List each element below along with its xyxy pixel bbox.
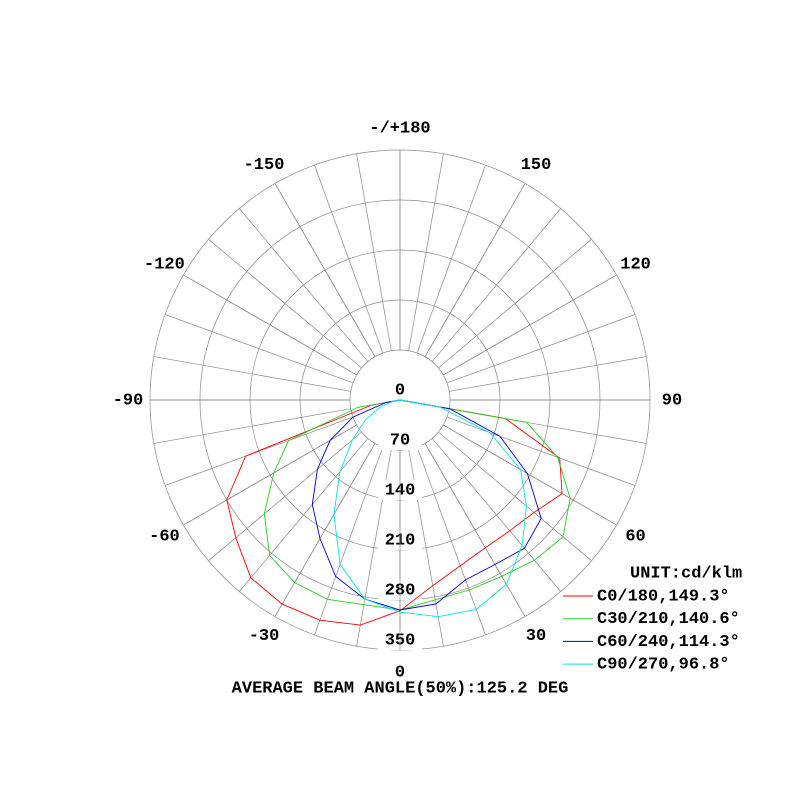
legend-label: C30/210,140.6°	[597, 610, 740, 629]
r-tick-label-bg	[378, 380, 422, 400]
angle-tick-label: -60	[149, 527, 180, 546]
angle-tick-label: 60	[625, 527, 645, 546]
r-tick-label-bg	[378, 430, 422, 450]
angle-grid-line	[443, 274, 617, 376]
intensity-curve	[226, 399, 563, 626]
angle-grid-line	[424, 183, 526, 357]
angle-tick-label: 0	[395, 663, 405, 682]
angle-tick-label: -120	[144, 255, 185, 274]
angle-tick-label: -150	[244, 156, 285, 175]
legend-label: C60/240,114.3°	[597, 633, 740, 652]
r-tick-label: 0	[395, 381, 405, 400]
intensity-curve	[333, 399, 527, 618]
angle-grid-line	[183, 274, 357, 376]
angle-grid-line	[424, 443, 526, 617]
angle-tick-label: 90	[662, 391, 682, 410]
angle-tick-label: -90	[113, 391, 144, 410]
intensity-curve	[311, 399, 542, 611]
angle-tick-label: 120	[620, 255, 651, 274]
angle-grid-line	[443, 424, 617, 526]
angle-grid-line	[274, 443, 376, 617]
angle-tick-label: -/+180	[369, 119, 430, 138]
legend-label: C0/180,149.3°	[597, 587, 730, 606]
angle-grid-line	[183, 424, 357, 526]
angle-tick-label: 150	[521, 156, 552, 175]
footer: AVERAGE BEAM ANGLE(50%):125.2 DEG	[232, 679, 569, 698]
r-tick-label: 70	[390, 431, 410, 450]
angle-tick-label: 30	[526, 627, 546, 646]
legend-label: C90/270,96.8°	[597, 656, 730, 675]
angle-grid-line	[274, 183, 376, 357]
unit-label: UNIT:cd/klm	[630, 564, 742, 583]
angle-tick-label: -30	[249, 627, 280, 646]
